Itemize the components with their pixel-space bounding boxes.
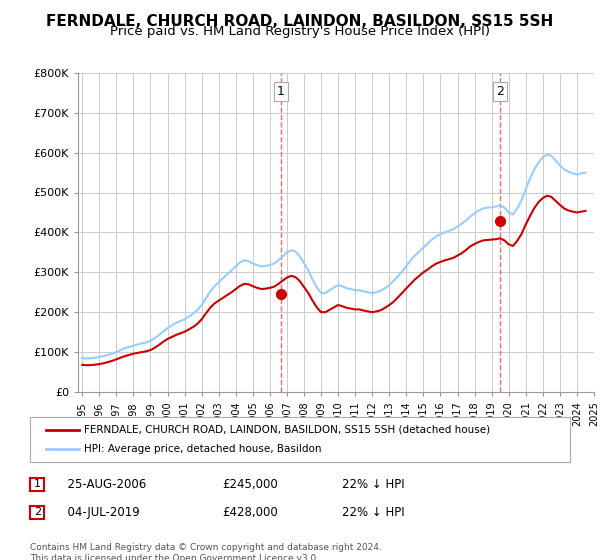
Text: HPI: Average price, detached house, Basildon: HPI: Average price, detached house, Basi… xyxy=(84,445,322,455)
Text: 25-AUG-2006: 25-AUG-2006 xyxy=(60,478,146,491)
Text: FERNDALE, CHURCH ROAD, LAINDON, BASILDON, SS15 5SH: FERNDALE, CHURCH ROAD, LAINDON, BASILDON… xyxy=(46,14,554,29)
Text: 22% ↓ HPI: 22% ↓ HPI xyxy=(342,478,404,491)
Text: £428,000: £428,000 xyxy=(222,506,278,519)
Text: 1: 1 xyxy=(277,85,285,98)
Text: 2: 2 xyxy=(496,85,504,98)
Text: Price paid vs. HM Land Registry's House Price Index (HPI): Price paid vs. HM Land Registry's House … xyxy=(110,25,490,38)
Text: 2: 2 xyxy=(34,507,41,517)
Text: 04-JUL-2019: 04-JUL-2019 xyxy=(60,506,140,519)
Text: FERNDALE, CHURCH ROAD, LAINDON, BASILDON, SS15 5SH (detached house): FERNDALE, CHURCH ROAD, LAINDON, BASILDON… xyxy=(84,424,490,435)
Text: 22% ↓ HPI: 22% ↓ HPI xyxy=(342,506,404,519)
Text: £245,000: £245,000 xyxy=(222,478,278,491)
Text: Contains HM Land Registry data © Crown copyright and database right 2024.
This d: Contains HM Land Registry data © Crown c… xyxy=(30,543,382,560)
Text: 1: 1 xyxy=(34,479,41,489)
